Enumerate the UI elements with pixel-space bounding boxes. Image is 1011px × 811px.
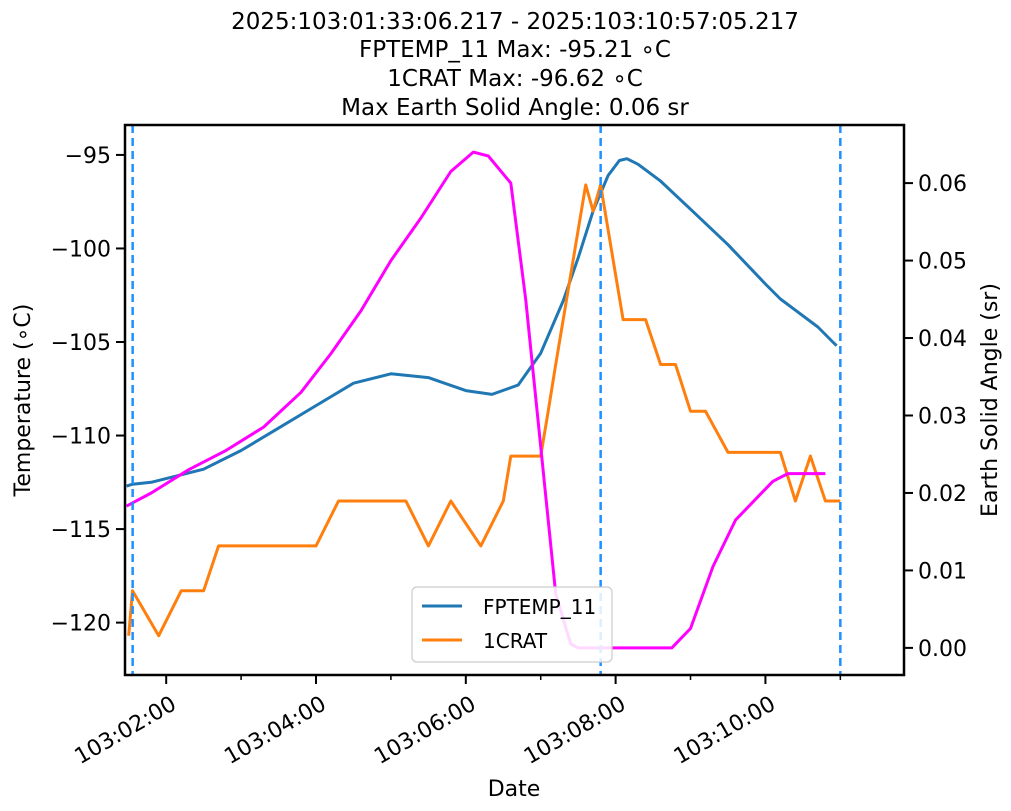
y2-tick-label: 0.04: [918, 327, 967, 352]
y-tick-label: −105: [51, 331, 111, 356]
vline-layer: [131, 125, 842, 675]
x-tick-label: 103:04:00: [220, 692, 330, 770]
x-axis: 103:02:00 103:04:00 103:06:00 103:08:00 103:…: [71, 675, 842, 770]
legend-label-1crat: 1CRAT: [483, 629, 548, 653]
series-line-fptemp-11: [126, 157, 838, 488]
title-line-1: 2025:103:01:33:06.217 - 2025:103:10:57:0…: [231, 9, 799, 35]
chart-title: 2025:103:01:33:06.217 - 2025:103:10:57:0…: [231, 9, 799, 121]
y-axis-label: Temperature (∘C): [11, 304, 36, 498]
y2-axis-label: Earth Solid Angle (sr): [978, 283, 1003, 517]
y2-tick-label: 0.02: [918, 482, 967, 507]
y-tick-label: −110: [51, 425, 111, 450]
y2-tick-label: 0.03: [918, 404, 967, 429]
x-tick-label: 103:10:00: [670, 692, 780, 770]
series-line-1crat: [127, 183, 841, 638]
plot-frame: [123, 123, 906, 677]
y2-tick-label: 0.05: [918, 250, 967, 275]
x-tick-label: 103:08:00: [520, 692, 630, 770]
legend: FPTEMP_11 1CRAT: [411, 586, 613, 663]
y2-tick-label: 0.00: [918, 637, 967, 662]
y-tick-label: −115: [51, 518, 111, 543]
x-tick-label: 103:06:00: [370, 692, 480, 770]
y-tick-label: −95: [65, 144, 111, 169]
x-axis-label: Date: [488, 777, 541, 802]
title-line-4: Max Earth Solid Angle: 0.06 sr: [341, 95, 689, 121]
y-axis-right: 0.06 0.05 0.04 0.03 0.02 0.01 0.00: [904, 172, 967, 662]
title-line-3: 1CRAT Max: -96.62 ∘C: [387, 66, 643, 92]
x-tick-label: 103:02:00: [71, 692, 181, 770]
series-layer: [125, 150, 841, 650]
y-axis-left: −95 −100 −105 −110 −115 −120: [51, 144, 125, 637]
legend-label-fptemp: FPTEMP_11: [483, 595, 596, 619]
y-tick-label: −100: [51, 237, 111, 262]
title-line-2: FPTEMP_11 Max: -95.21 ∘C: [359, 37, 671, 63]
y-tick-label: −120: [51, 612, 111, 637]
y2-tick-label: 0.06: [918, 172, 967, 197]
y2-tick-label: 0.01: [918, 559, 967, 584]
series-line-earth-solid-angle: [125, 150, 826, 650]
